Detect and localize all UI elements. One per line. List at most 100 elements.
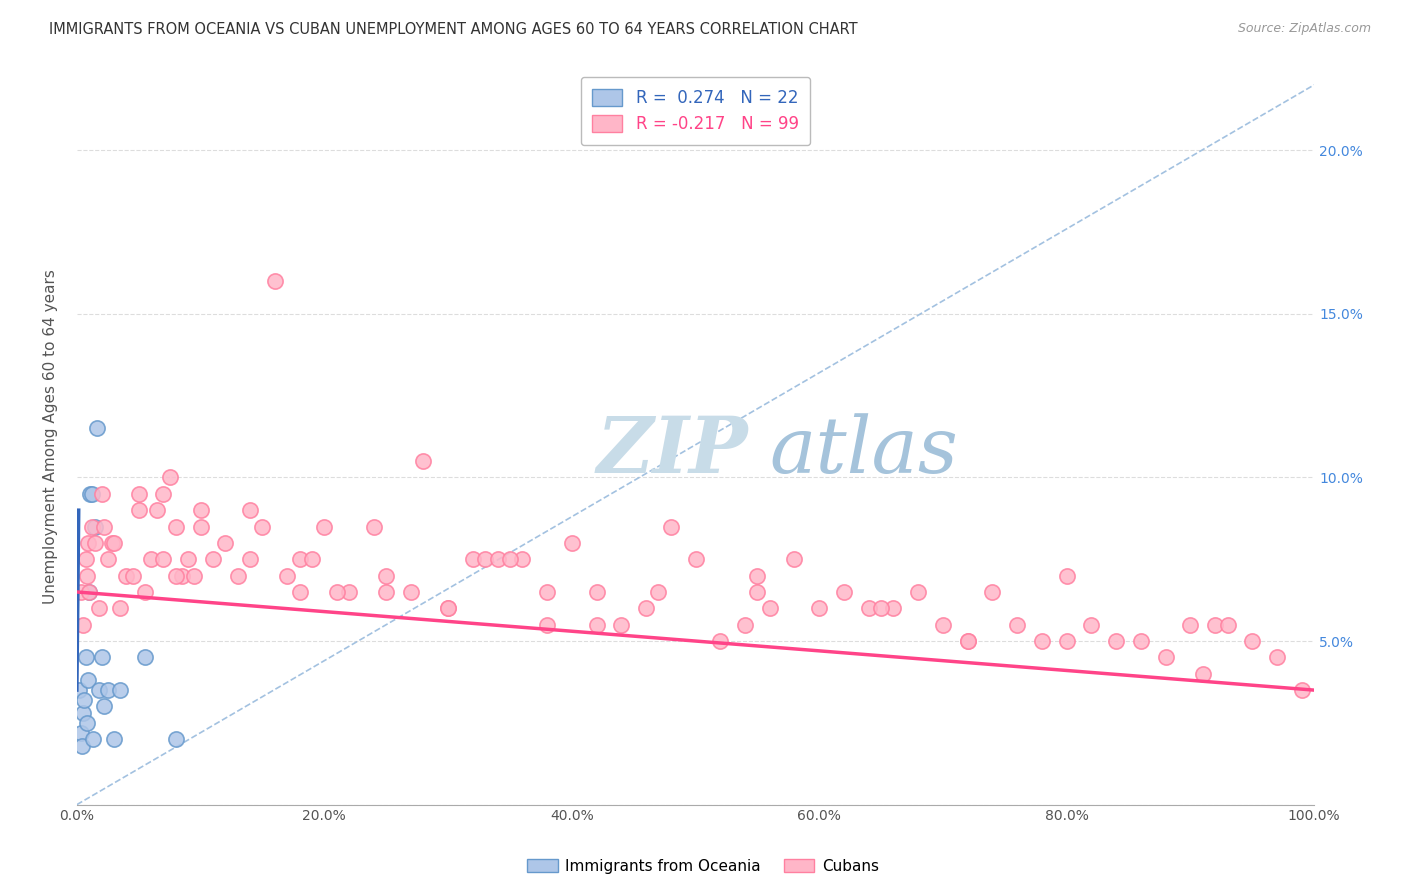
Point <box>536 585 558 599</box>
Point <box>747 585 769 599</box>
Point <box>1154 650 1177 665</box>
Point <box>90 650 112 665</box>
Point <box>165 568 187 582</box>
Point <box>170 568 193 582</box>
Point <box>783 552 806 566</box>
Point <box>177 552 200 566</box>
Point <box>659 519 682 533</box>
Point <box>474 552 496 566</box>
Point <box>561 536 583 550</box>
Point <box>288 585 311 599</box>
Point <box>375 585 398 599</box>
Point <box>165 732 187 747</box>
Point <box>1005 617 1028 632</box>
Point <box>79 487 101 501</box>
Point <box>115 568 138 582</box>
Point <box>337 585 360 599</box>
Point <box>1056 568 1078 582</box>
Point <box>121 568 143 582</box>
Point <box>80 519 103 533</box>
Point <box>103 536 125 550</box>
Point <box>634 601 657 615</box>
Legend: Immigrants from Oceania, Cubans: Immigrants from Oceania, Cubans <box>522 853 884 880</box>
Point <box>832 585 855 599</box>
Point <box>288 552 311 566</box>
Point <box>808 601 831 615</box>
Point <box>103 732 125 747</box>
Text: Source: ZipAtlas.com: Source: ZipAtlas.com <box>1237 22 1371 36</box>
Point <box>93 699 115 714</box>
Point <box>239 552 262 566</box>
Point <box>97 552 120 566</box>
Point <box>82 732 104 747</box>
Point <box>1105 634 1128 648</box>
Point <box>89 601 111 615</box>
Point <box>84 519 107 533</box>
Y-axis label: Unemployment Among Ages 60 to 64 years: Unemployment Among Ages 60 to 64 years <box>44 269 58 604</box>
Point <box>77 536 100 550</box>
Point <box>536 617 558 632</box>
Point <box>461 552 484 566</box>
Point <box>1204 617 1226 632</box>
Point <box>734 617 756 632</box>
Point <box>412 454 434 468</box>
Point <box>585 585 607 599</box>
Point <box>190 519 212 533</box>
Point <box>647 585 669 599</box>
Point <box>89 683 111 698</box>
Point <box>263 274 285 288</box>
Point <box>1241 634 1264 648</box>
Point <box>77 585 100 599</box>
Point <box>758 601 780 615</box>
Point <box>190 503 212 517</box>
Point <box>932 617 955 632</box>
Point <box>159 470 181 484</box>
Point <box>84 536 107 550</box>
Point <box>73 693 96 707</box>
Point <box>486 552 509 566</box>
Legend: R =  0.274   N = 22, R = -0.217   N = 99: R = 0.274 N = 22, R = -0.217 N = 99 <box>581 77 810 145</box>
Point <box>1056 634 1078 648</box>
Point <box>93 519 115 533</box>
Point <box>69 585 91 599</box>
Point <box>375 568 398 582</box>
Point <box>858 601 880 615</box>
Point <box>75 552 97 566</box>
Point <box>1216 617 1239 632</box>
Point <box>1265 650 1288 665</box>
Text: IMMIGRANTS FROM OCEANIA VS CUBAN UNEMPLOYMENT AMONG AGES 60 TO 64 YEARS CORRELAT: IMMIGRANTS FROM OCEANIA VS CUBAN UNEMPLO… <box>49 22 858 37</box>
Point <box>499 552 522 566</box>
Point <box>301 552 323 566</box>
Point <box>214 536 236 550</box>
Point <box>100 536 122 550</box>
Point <box>239 503 262 517</box>
Point <box>76 715 98 730</box>
Point <box>325 585 347 599</box>
Point <box>152 552 174 566</box>
Point <box>75 650 97 665</box>
Point <box>1291 683 1313 698</box>
Point <box>981 585 1004 599</box>
Point <box>67 683 90 698</box>
Point <box>70 739 93 753</box>
Point <box>585 617 607 632</box>
Point <box>363 519 385 533</box>
Point <box>1191 666 1213 681</box>
Point <box>108 683 131 698</box>
Point <box>77 585 100 599</box>
Point <box>183 568 205 582</box>
Point <box>90 487 112 501</box>
Point <box>685 552 707 566</box>
Point <box>69 725 91 739</box>
Point <box>72 617 94 632</box>
Point <box>1129 634 1152 648</box>
Point <box>882 601 904 615</box>
Point <box>128 487 150 501</box>
Point <box>139 552 162 566</box>
Point <box>437 601 460 615</box>
Point <box>870 601 893 615</box>
Point <box>226 568 249 582</box>
Point <box>97 683 120 698</box>
Point <box>1180 617 1202 632</box>
Point <box>399 585 422 599</box>
